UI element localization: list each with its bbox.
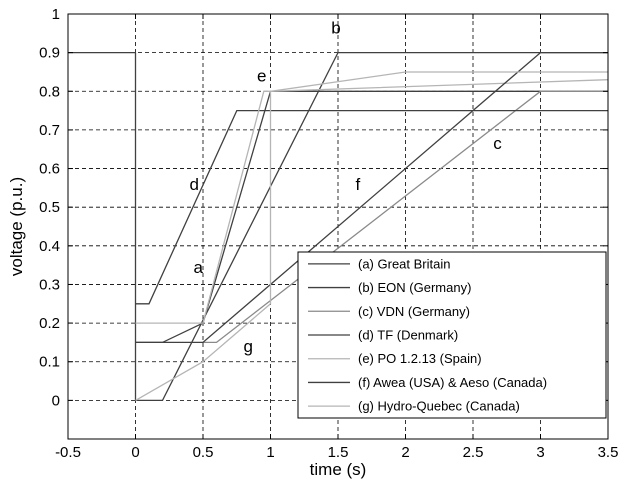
series-line-d [135,109,608,305]
legend-label-b: (b) EON (Germany) [358,280,471,295]
annotation-g: g [244,337,253,356]
annotation-a: a [194,258,204,277]
y-tick-label: 0.8 [39,83,60,100]
x-tick-label: -0.5 [55,444,81,461]
x-axis-label: time (s) [310,460,367,479]
y-tick-label: 0.6 [39,161,60,178]
x-tick-label: 1 [266,444,274,461]
series-line-f [135,51,608,344]
legend: (a) Great Britain (b) EON (Germany) (c) VD… [297,251,607,419]
y-tick-label: 0.9 [39,45,60,62]
series-lines [68,51,609,402]
tick-marks [67,13,609,439]
annotation-f: f [356,175,361,194]
x-tick-label: 2.5 [463,444,484,461]
x-tick-label: 1.5 [328,444,349,461]
x-tick-label: 3 [536,444,544,461]
legend-label-e: (e) PO 1.2.13 (Spain) [358,351,482,366]
x-tick-label: 2 [401,444,409,461]
legend-label-c: (c) VDN (Germany) [358,304,470,319]
x-tick-labels: -0.5 0 0.5 1 1.5 2 2.5 3 3.5 [55,444,618,461]
annotation-c: c [493,134,502,153]
series-line-c [203,90,608,344]
y-tick-label: 0.2 [39,315,60,332]
curve-annotations: a b c d e f g [190,18,503,356]
annotation-d: d [190,175,199,194]
y-tick-label: 0.3 [39,276,60,293]
legend-label-d: (d) TF (Denmark) [358,328,458,343]
y-tick-label: 0.4 [39,238,60,255]
annotation-e: e [257,67,266,86]
legend-label-a: (a) Great Britain [358,256,450,271]
y-tick-labels: 0 0.1 0.2 0.3 0.4 0.5 0.6 0.7 0.8 0.9 1 [39,6,60,409]
series-line-e [135,79,609,324]
series-line-g [135,71,608,401]
y-tick-label: 0 [52,392,60,409]
legend-label-f: (f) Awea (USA) & Aeso (Canada) [358,375,547,390]
y-axis-label: voltage (p.u.) [7,177,26,276]
x-tick-label: 0 [131,444,139,461]
annotation-b: b [331,18,340,37]
y-tick-label: 0.7 [39,122,60,139]
series-line-b [134,51,608,402]
legend-label-g: (g) Hydro-Quebec (Canada) [358,399,520,414]
y-tick-label: 1 [52,6,60,23]
y-tick-label: 0.1 [39,354,60,371]
y-tick-label: 0.5 [39,199,60,216]
x-tick-label: 0.5 [193,444,214,461]
x-tick-label: 3.5 [598,444,619,461]
